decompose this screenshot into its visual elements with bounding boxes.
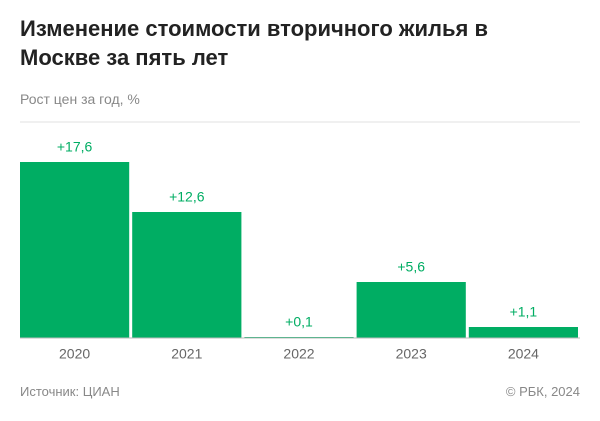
value-label: +5,6 xyxy=(397,259,425,275)
value-label: +12,6 xyxy=(169,189,205,205)
x-tick-label: 2020 xyxy=(59,346,90,362)
x-tick-label: 2021 xyxy=(171,346,202,362)
x-tick-label: 2023 xyxy=(396,346,427,362)
chart-title: Изменение стоимости вторичного жилья в М… xyxy=(20,16,488,70)
value-label: +0,1 xyxy=(285,314,313,330)
source: Источник: ЦИАН xyxy=(20,384,120,399)
copyright: © РБК, 2024 xyxy=(505,384,580,399)
bar xyxy=(356,282,466,338)
value-label: +1,1 xyxy=(510,304,538,320)
chart-subtitle: Рост цен за год, % xyxy=(20,91,140,107)
value-label: +17,6 xyxy=(57,139,93,155)
bar xyxy=(132,212,242,338)
bar xyxy=(20,162,130,338)
x-tick-label: 2024 xyxy=(508,346,539,362)
x-tick-label: 2022 xyxy=(283,346,314,362)
bar xyxy=(468,327,578,338)
